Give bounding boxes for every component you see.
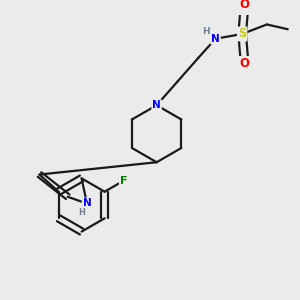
- Text: H: H: [79, 208, 86, 217]
- Text: O: O: [239, 57, 249, 70]
- Text: H: H: [202, 27, 210, 36]
- Text: N: N: [152, 100, 161, 110]
- Text: N: N: [82, 199, 91, 208]
- Text: N: N: [211, 34, 220, 44]
- Text: S: S: [238, 28, 246, 40]
- Text: O: O: [239, 0, 249, 11]
- Text: F: F: [120, 176, 127, 186]
